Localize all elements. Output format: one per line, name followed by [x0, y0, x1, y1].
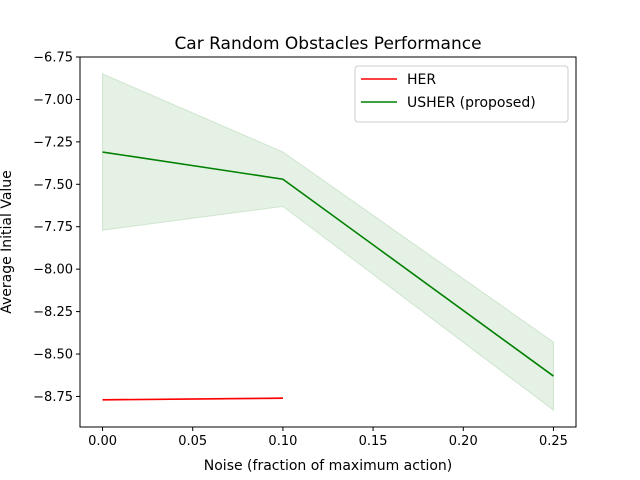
y-axis-label: Average Initial Value [0, 170, 15, 314]
legend-box [354, 65, 569, 123]
y-tick-label: −7.75 [33, 220, 73, 235]
x-axis-ticks: 0.00 0.05 0.10 0.15 0.20 0.25 [88, 427, 568, 449]
y-tick-label: −8.25 [33, 305, 73, 320]
legend-label-usher-proposed: USHER (proposed) [407, 95, 536, 111]
y-tick-label: −8.00 [33, 263, 73, 278]
y-axis-ticks: −6.75 −7.00 −7.25 −7.50 −7.75 −8.00 −8.25 −8.50… [33, 51, 80, 405]
chart-title: Car Random Obstacles Performance [174, 34, 481, 54]
x-tick-label: 0.00 [88, 434, 117, 449]
y-tick-label: −7.50 [33, 178, 73, 193]
legend-label-her: HER [407, 72, 436, 88]
x-tick-label: 0.05 [178, 434, 207, 449]
series-lines [102, 151, 554, 401]
line-usher-proposed [102, 151, 554, 377]
y-tick-label: −6.75 [33, 51, 73, 66]
y-tick-label: −8.50 [33, 348, 73, 363]
y-tick-label: −7.00 [33, 93, 73, 108]
x-tick-label: 0.25 [539, 434, 568, 449]
y-tick-label: −7.25 [33, 135, 73, 150]
x-axis-label: Noise (fraction of maximum action) [204, 458, 452, 474]
line-her [102, 397, 283, 401]
legend: HER USHER (proposed) [354, 65, 569, 123]
x-tick-label: 0.20 [449, 434, 478, 449]
band-usher-proposed [102, 73, 554, 412]
x-tick-label: 0.10 [268, 434, 297, 449]
plot-frame [79, 56, 577, 428]
x-tick-label: 0.15 [359, 434, 388, 449]
y-tick-label: −8.75 [33, 390, 73, 405]
